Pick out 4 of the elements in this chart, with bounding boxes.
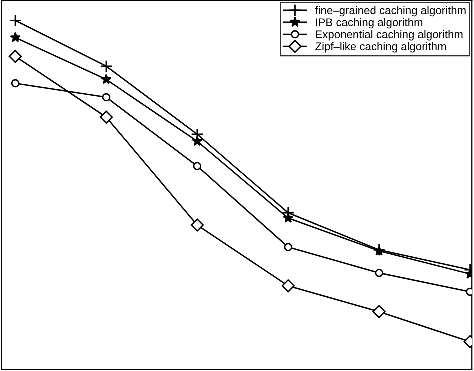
legend-label: Zipf–like caching algorithm	[316, 42, 446, 53]
legend-label: fine–grained caching algorithm	[315, 6, 466, 17]
legend-label: Exponential caching algorithm	[316, 30, 463, 41]
legend-label: IPB caching algorithm	[316, 18, 423, 29]
